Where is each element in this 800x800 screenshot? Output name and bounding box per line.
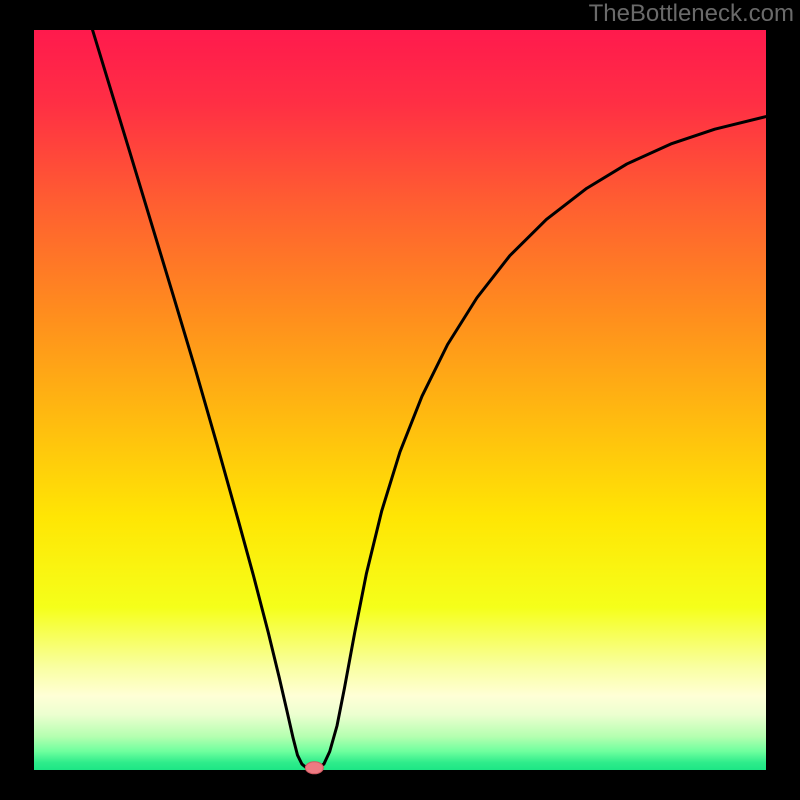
bottleneck-chart: [0, 0, 800, 800]
optimal-marker: [305, 762, 323, 774]
plot-background: [34, 30, 766, 770]
attribution-text: TheBottleneck.com: [589, 0, 794, 28]
